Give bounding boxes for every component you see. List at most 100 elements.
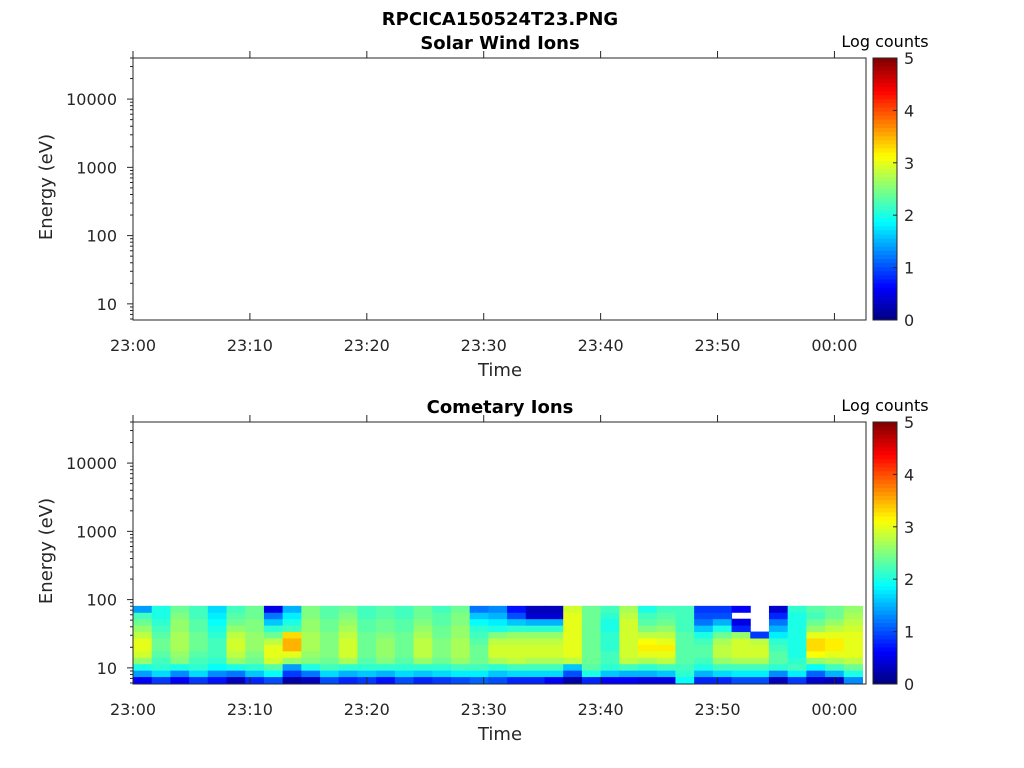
heatmap-cell: [675, 612, 695, 620]
colorbar-swatch: [873, 315, 897, 321]
heatmap-cell: [151, 625, 171, 633]
heatmap-cell: [450, 637, 471, 645]
heatmap-cell: [638, 631, 658, 639]
heatmap-cell: [806, 644, 826, 652]
heatmap-cell: [413, 612, 433, 620]
heatmap-cell: [133, 625, 153, 633]
heatmap-cell: [376, 618, 396, 626]
colorbar-swatch: [873, 581, 897, 587]
colorbar-swatch: [873, 438, 897, 443]
y-tick-label: 1000: [76, 522, 117, 541]
plot-frame: [132, 421, 867, 685]
heatmap-cell: [320, 618, 340, 626]
heatmap-cell: [413, 650, 433, 658]
heatmap-cell: [619, 605, 639, 613]
heatmap-cell: [189, 625, 209, 633]
heatmap-cell: [600, 612, 620, 620]
x-tick-label: 23:00: [110, 336, 156, 355]
heatmap-cell: [338, 618, 358, 626]
x-tick-label: 23:30: [461, 336, 507, 355]
colorbar-swatch: [873, 62, 897, 67]
panel-2: 23:00 23:10 23:20 23:30 23:40 23:50 00:0010100…: [36, 396, 929, 745]
x-tick-label: 23:20: [344, 700, 390, 719]
colorbar-swatch: [873, 524, 897, 529]
heatmap-cell: [507, 670, 527, 678]
heatmap-cell: [320, 663, 340, 671]
heatmap-cell: [133, 676, 153, 684]
heatmap-cell: [450, 670, 471, 678]
heatmap-cell: [525, 676, 546, 684]
heatmap-cell: [731, 605, 751, 613]
heatmap-cell: [245, 631, 265, 639]
colorbar-swatch: [873, 70, 897, 75]
heatmap-cell: [787, 618, 807, 626]
heatmap-cell: [563, 657, 583, 665]
colorbar-swatch: [873, 172, 897, 178]
heatmap-cell: [731, 631, 751, 639]
heatmap-cell: [488, 657, 508, 665]
heatmap-cell: [151, 670, 171, 678]
colorbar-swatch: [873, 593, 897, 599]
heatmap-cell: [301, 618, 321, 626]
heatmap-cell: [301, 625, 321, 633]
heatmap-cell: [787, 637, 807, 645]
heatmap-cell: [376, 637, 396, 645]
heatmap-cell: [170, 676, 190, 684]
heatmap-cell: [712, 657, 733, 665]
colorbar-swatch: [873, 148, 897, 153]
heatmap-cell: [432, 631, 452, 639]
heatmap-cell: [712, 650, 733, 658]
heatmap-cell: [413, 676, 433, 684]
colorbar-swatch: [873, 127, 897, 133]
colorbar-swatch: [873, 139, 897, 145]
heatmap-cell: [843, 644, 863, 652]
heatmap-cell: [189, 644, 209, 652]
heatmap-cell: [675, 631, 695, 639]
heatmap-cell: [151, 637, 171, 645]
heatmap-cell: [282, 625, 302, 633]
heatmap-cell: [226, 625, 246, 633]
heatmap-cell: [263, 657, 284, 665]
heatmap-cell: [731, 618, 751, 626]
x-tick-label: 23:40: [578, 700, 624, 719]
heatmap-cell: [151, 612, 171, 620]
heatmap-cell: [619, 676, 639, 684]
heatmap-cell: [675, 637, 695, 645]
heatmap-cell: [357, 618, 377, 626]
heatmap-cell: [133, 644, 153, 652]
panel-title: Solar Wind Ions: [420, 33, 579, 54]
x-tick-label: 23:10: [227, 336, 273, 355]
heatmap-cell: [507, 657, 527, 665]
heatmap-cell: [357, 663, 377, 671]
heatmap-cell: [638, 605, 658, 613]
heatmap-cell: [189, 612, 209, 620]
heatmap-cell: [843, 637, 863, 645]
heatmap-cell: [507, 637, 527, 645]
colorbar-swatch: [873, 630, 897, 636]
heatmap-cell: [694, 644, 714, 652]
heatmap-cell: [544, 670, 564, 678]
colorbar-swatch: [873, 180, 897, 186]
heatmap-cell: [563, 670, 583, 678]
heatmap-cell: [563, 631, 583, 639]
colorbar-swatch: [873, 467, 897, 472]
colorbar-swatch: [873, 258, 897, 264]
colorbar-swatch: [873, 131, 897, 137]
heatmap-cell: [656, 657, 676, 665]
heatmap-cell: [394, 605, 415, 613]
colorbar-swatch: [873, 655, 897, 660]
heatmap-cell: [469, 676, 489, 684]
colorbar-swatch: [873, 270, 897, 276]
colorbar-swatch: [873, 422, 897, 427]
heatmap-cell: [133, 663, 153, 671]
colorbar-swatch: [873, 58, 897, 63]
heatmap-cell: [675, 663, 695, 671]
heatmap-cell: [189, 605, 209, 613]
heatmap-cell: [806, 631, 826, 639]
heatmap-cell: [189, 663, 209, 671]
colorbar-swatch: [873, 634, 897, 640]
heatmap-cell: [675, 657, 695, 665]
colorbar-swatch: [873, 499, 897, 505]
heatmap-cell: [544, 657, 564, 665]
heatmap-cell: [376, 625, 396, 633]
